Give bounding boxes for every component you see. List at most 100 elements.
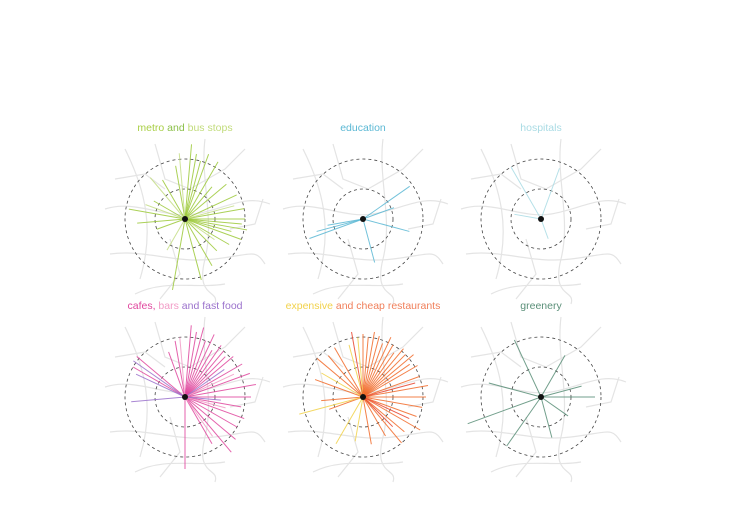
- panel-title: hospitals: [520, 122, 561, 134]
- ray: [362, 396, 421, 431]
- ray: [184, 396, 242, 408]
- ray: [178, 153, 186, 220]
- ray: [184, 373, 235, 398]
- ray: [362, 207, 395, 220]
- ray: [184, 356, 234, 398]
- panel: education: [282, 122, 449, 305]
- ray: [184, 218, 218, 252]
- ray: [329, 396, 364, 410]
- ray: [184, 369, 225, 398]
- ray: [132, 366, 186, 398]
- ray: [145, 204, 186, 220]
- ray: [362, 396, 394, 428]
- ray: [362, 396, 405, 433]
- ray: [540, 396, 553, 438]
- ray: [314, 379, 364, 398]
- ray: [184, 161, 219, 220]
- ray: [362, 352, 395, 398]
- ray: [184, 396, 238, 428]
- ray: [467, 396, 542, 425]
- ray: [362, 185, 410, 220]
- ray: [488, 382, 542, 398]
- ray: [184, 218, 248, 231]
- ray: [540, 218, 549, 239]
- title-segment: greenery: [520, 300, 562, 312]
- center-dot: [360, 394, 366, 400]
- ray: [327, 218, 364, 226]
- ray: [184, 325, 192, 398]
- ray: [184, 396, 213, 437]
- title-segment: and: [164, 122, 187, 134]
- ray: [540, 396, 569, 417]
- ray: [362, 385, 429, 398]
- ray: [162, 179, 186, 220]
- ray: [136, 356, 186, 398]
- ray: [184, 153, 197, 220]
- ray: [184, 218, 242, 240]
- ray: [184, 160, 202, 220]
- inner-ring: [510, 188, 572, 250]
- ray: [362, 354, 414, 398]
- ray: [362, 344, 394, 398]
- ray: [362, 348, 404, 398]
- ray: [540, 168, 560, 220]
- center-dot: [182, 394, 188, 400]
- panel: expensive and cheap restaurants: [282, 300, 449, 483]
- center-dot: [538, 216, 544, 222]
- ray: [362, 396, 410, 420]
- ray: [184, 218, 213, 267]
- ray: [362, 218, 410, 232]
- ray: [184, 334, 215, 398]
- ray: [174, 340, 186, 398]
- ray: [184, 218, 202, 280]
- ray: [357, 337, 364, 398]
- ray: [133, 360, 186, 398]
- ray: [299, 396, 364, 415]
- panel-title: education: [340, 122, 386, 134]
- ray: [137, 218, 186, 224]
- ray: [540, 355, 566, 398]
- title-segment: bus stops: [188, 122, 233, 134]
- center-dot: [360, 216, 366, 222]
- ray: [321, 372, 364, 398]
- title-segment: education: [340, 122, 386, 134]
- ray: [510, 166, 542, 220]
- ray: [362, 396, 386, 437]
- ray: [354, 396, 364, 442]
- ray: [362, 218, 376, 263]
- ray: [362, 343, 383, 398]
- ray: [156, 218, 186, 230]
- ray: [184, 396, 213, 445]
- ray: [362, 382, 416, 398]
- ray: [184, 396, 221, 401]
- title-segment: metro: [137, 122, 164, 134]
- outer-ring: [480, 158, 602, 280]
- ray: [316, 218, 364, 232]
- center-dot: [538, 394, 544, 400]
- ray: [175, 165, 186, 220]
- title-segment: and cheap restaurants: [333, 300, 440, 312]
- ray: [172, 218, 186, 290]
- ray: [184, 144, 193, 220]
- ray: [184, 208, 245, 220]
- ray: [184, 396, 226, 409]
- ray: [135, 373, 186, 398]
- ray: [184, 356, 226, 398]
- ray: [334, 347, 364, 398]
- panel: hospitals: [460, 122, 627, 305]
- ray: [184, 183, 227, 220]
- panel: cafes, bars and fast food: [104, 300, 271, 483]
- ray: [184, 327, 205, 398]
- title-segment: hospitals: [520, 122, 561, 134]
- ray: [348, 344, 364, 398]
- title-segment: and fast food: [182, 300, 243, 312]
- ray: [184, 396, 232, 453]
- panel-title: metro and bus stops: [137, 122, 232, 134]
- ray: [168, 351, 186, 398]
- ray: [184, 153, 210, 220]
- ray: [128, 208, 186, 220]
- ray: [362, 336, 380, 398]
- ray: [316, 358, 364, 398]
- panel: metro and bus stops: [104, 122, 271, 305]
